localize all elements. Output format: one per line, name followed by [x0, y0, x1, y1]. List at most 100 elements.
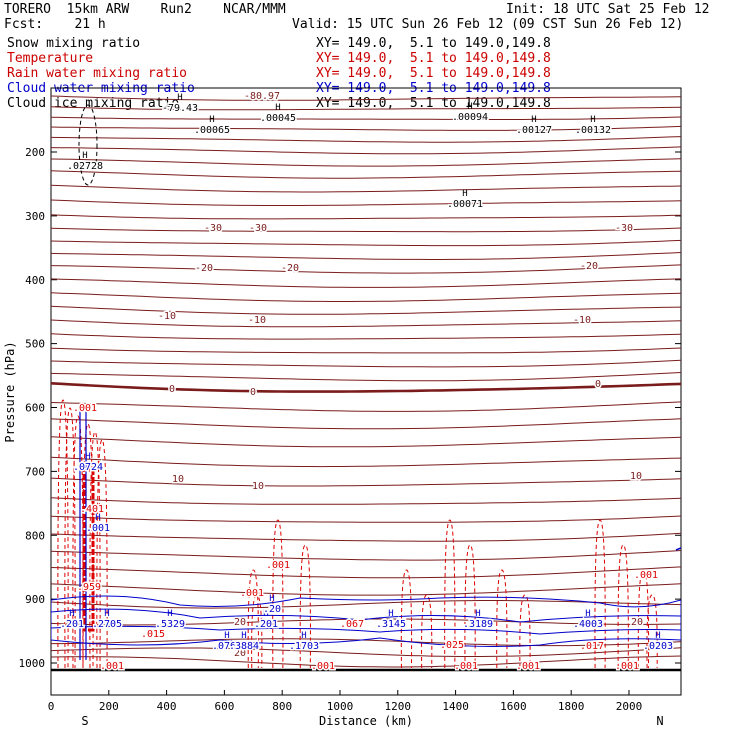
x-axis-label: Distance (km)	[319, 714, 413, 728]
isotherm-line	[51, 550, 681, 561]
isotherm-line	[51, 214, 681, 220]
isotherm-line	[51, 239, 681, 247]
legend-cloud-ice-xy: XY= 149.0, 5.1 to 149.0,149.8	[316, 96, 551, 111]
cloud-water-max-marker: H	[655, 631, 660, 641]
temperature-label: -20	[580, 261, 598, 272]
isotherm-line	[51, 583, 681, 596]
cloud-water-label: .0724	[73, 462, 103, 473]
temperature-label: -20	[281, 263, 299, 274]
isotherm-line	[51, 497, 681, 505]
isotherm-line	[51, 252, 681, 260]
valid-time: Valid: 15 UTC Sun 26 Feb 12 (09 CST Sun …	[292, 17, 684, 32]
y-tick-label: 300	[25, 210, 45, 223]
isotherm-zero-line	[51, 382, 681, 393]
isotherm-line	[51, 566, 681, 579]
isotherm-line	[51, 146, 681, 155]
y-tick-label: 400	[25, 274, 45, 287]
snow-max-label: .00127	[516, 125, 552, 136]
temperature-label: 20	[234, 617, 246, 628]
rain-label: .001	[516, 661, 540, 672]
y-axis-label: Pressure (hPa)	[3, 341, 17, 442]
rain-contour	[519, 594, 531, 669]
rain-contour	[637, 569, 650, 669]
isotherm-line	[51, 292, 681, 302]
rain-label: .001	[73, 403, 97, 414]
cloud-water-label: .3189	[463, 619, 493, 630]
rain-contour	[57, 399, 69, 669]
rain-contour	[421, 594, 433, 669]
cloud-water-max-marker: H	[475, 609, 480, 619]
plot-frame	[50, 87, 682, 696]
rain-contour	[496, 569, 508, 669]
cloud-water-max-marker: H	[69, 609, 74, 619]
isotherm-line	[51, 401, 681, 412]
legend-snow: Snow mixing ratio	[7, 36, 141, 51]
rain-core	[82, 468, 95, 632]
snow-max-marker: H	[177, 93, 182, 103]
isotherm-line	[51, 347, 681, 354]
snow-max-marker: H	[467, 102, 472, 112]
x-tick-label: 1600	[500, 700, 527, 713]
rain-label: .001	[454, 661, 478, 672]
isotherm-line	[51, 333, 681, 340]
x-tick-label: 1000	[327, 700, 354, 713]
isotherm-line	[51, 600, 681, 609]
cloud-water-contour	[675, 547, 681, 551]
x-tick-label: 400	[157, 700, 177, 713]
isotherm-line	[51, 125, 681, 131]
cloud-water-max-marker: H	[224, 631, 229, 641]
init-time: Init: 18 UTC Sat 25 Feb 12	[506, 2, 710, 17]
isotherm-line	[51, 418, 681, 430]
isotherm-line	[51, 264, 681, 274]
model-title: TORERO 15km ARW Run2 NCAR/MMM	[4, 2, 286, 17]
snow-max-marker: H	[531, 115, 536, 125]
isotherm-line	[51, 106, 681, 111]
rain-contour	[400, 569, 413, 669]
isotherm-line	[51, 305, 681, 315]
y-tick-label: 800	[25, 529, 45, 542]
x-tick-label: 1800	[558, 700, 585, 713]
x-tick-label: 800	[272, 700, 292, 713]
cloud-water-label: .1703	[289, 641, 319, 652]
y-tick-label: 600	[25, 402, 45, 415]
x-tick-label: 200	[99, 700, 119, 713]
snow-max-marker: H	[275, 103, 280, 113]
cloud-water-max-marker: H	[585, 609, 590, 619]
y-tick-label: 900	[25, 593, 45, 606]
cloud-water-label: .3145	[376, 619, 406, 630]
legend-rain-xy: XY= 149.0, 5.1 to 149.0,149.8	[316, 66, 551, 81]
snow-max-marker: H	[209, 115, 214, 125]
temperature-label: -30	[615, 223, 633, 234]
cloud-water-max-marker: H	[301, 631, 306, 641]
y-tick-label: 200	[25, 146, 45, 159]
isotherm-line	[51, 199, 681, 206]
cloud-water-label: .001	[86, 523, 110, 534]
y-tick-label: 500	[25, 338, 45, 351]
cloud-water-label: .201	[60, 619, 84, 630]
isotherm-line	[51, 372, 681, 382]
temperature-label: -10	[573, 315, 591, 326]
rain-label: .959	[77, 582, 101, 593]
cloud-water-column	[79, 410, 87, 660]
rain-contour	[299, 544, 311, 669]
temperature-label: -30	[249, 223, 267, 234]
cloud-water-label: .5329	[155, 619, 185, 630]
rain-label: .001	[100, 661, 124, 672]
snow-contour	[78, 104, 98, 186]
rain-label: .001	[266, 560, 290, 571]
cloud-water-label: .0762	[212, 641, 242, 652]
cloud-water-contour	[51, 595, 681, 647]
temperature-label: 10	[172, 474, 184, 485]
isotherm-line	[51, 638, 681, 647]
cloud-water-label: .20	[263, 604, 281, 615]
rain-contour	[594, 519, 606, 669]
x-endpoint-south: S	[81, 714, 88, 728]
cloud-water-label: .0203	[643, 641, 673, 652]
rain-contour	[646, 594, 658, 669]
snow-max-label: .02728	[67, 161, 103, 172]
x-tick-label: 2000	[616, 700, 643, 713]
rain-label: .001	[615, 661, 639, 672]
x-tick-label: 1200	[385, 700, 412, 713]
isotherm-line	[51, 227, 681, 233]
